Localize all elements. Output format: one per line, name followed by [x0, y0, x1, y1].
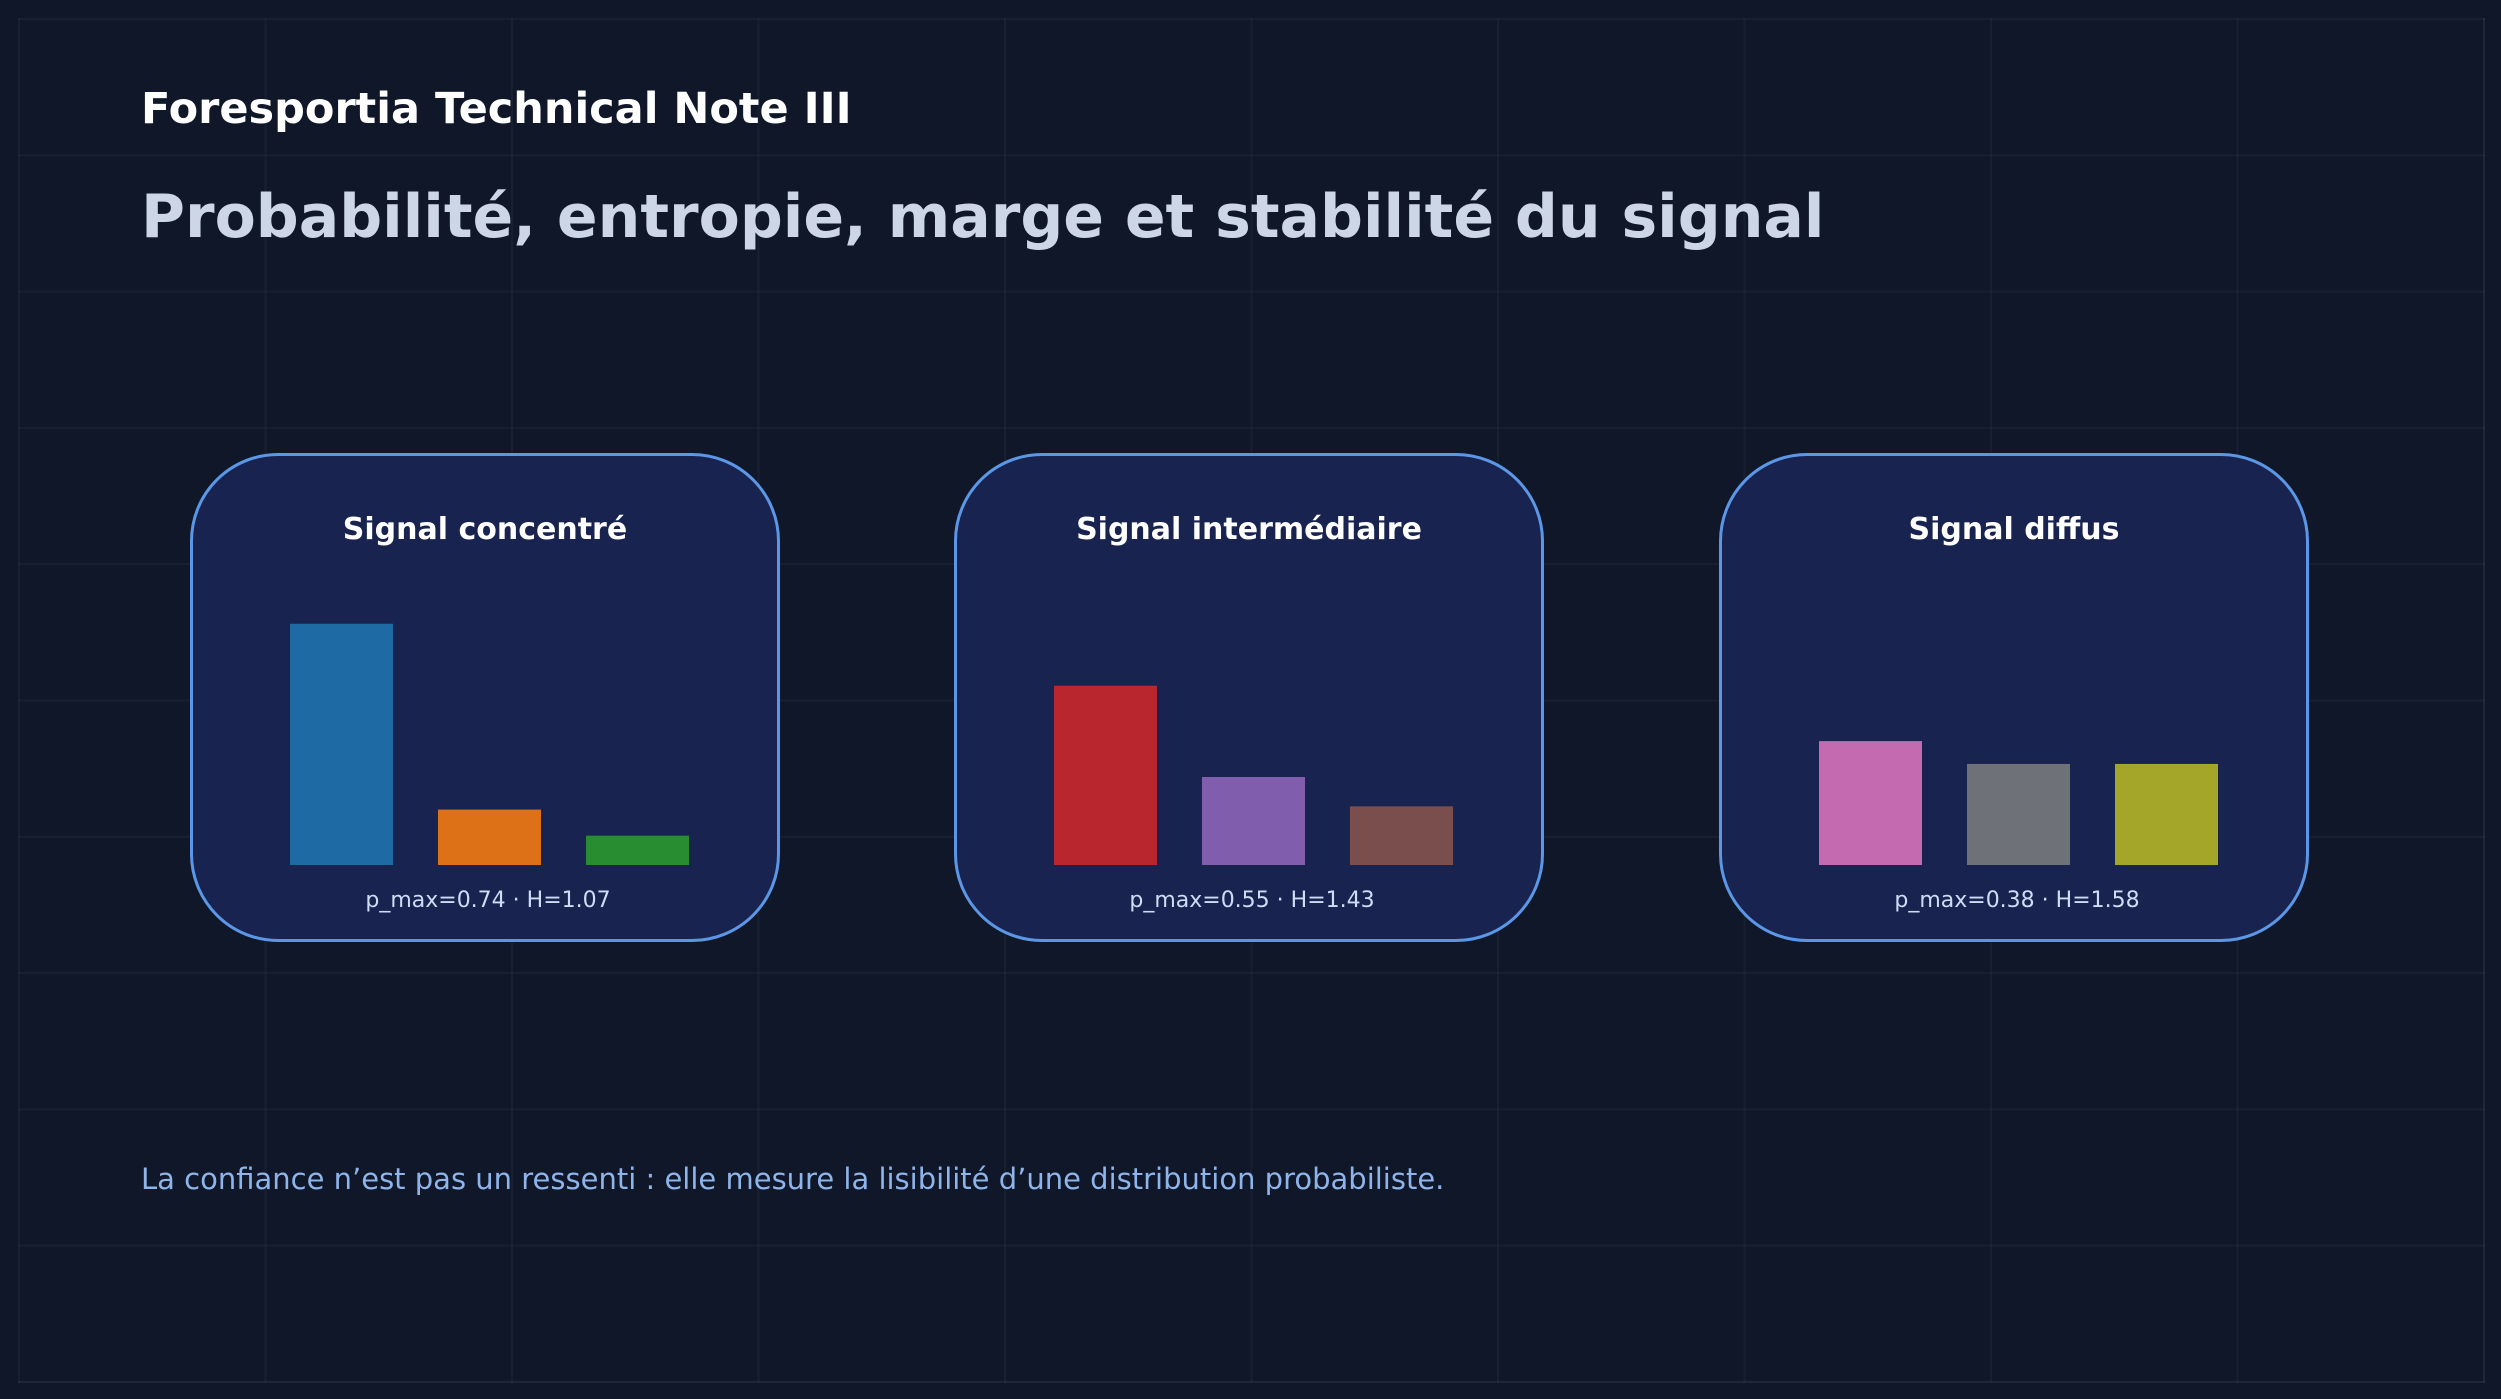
bar-1: [1819, 741, 1922, 865]
bar-2: [1967, 763, 2070, 865]
panel-title: Signal concentré: [342, 512, 628, 547]
panel-signal-concentre: Signal concentré p_max=0.74 · H=1.07: [190, 453, 780, 942]
bar-1: [290, 623, 393, 865]
panel-signal-intermediaire: Signal intermédiaire p_max=0.55 · H=1.43: [954, 453, 1544, 942]
panel-stats: p_max=0.74 · H=1.07: [365, 888, 610, 913]
bar-chart-diffus: p_max=0.38 · H=1.58: [1819, 741, 2218, 913]
bar-chart-intermediaire: p_max=0.55 · H=1.43: [1054, 685, 1453, 913]
page-subtitle: Probabilité, entropie, marge et stabilit…: [141, 182, 1825, 252]
bar-1: [1054, 685, 1157, 865]
panel-title: Signal diffus: [1908, 512, 2120, 547]
panel-stats: p_max=0.38 · H=1.58: [1894, 888, 2139, 913]
bar-2: [1202, 776, 1305, 865]
bar-3: [2115, 763, 2218, 865]
bar-2: [438, 809, 541, 865]
panel-signal-diffus: Signal diffus p_max=0.38 · H=1.58: [1719, 453, 2309, 942]
footer-note: La confiance n’est pas un ressenti : ell…: [141, 1162, 1445, 1196]
bar-chart-concentre: p_max=0.74 · H=1.07: [290, 623, 689, 913]
bar-3: [1350, 806, 1453, 865]
panel-stats: p_max=0.55 · H=1.43: [1129, 888, 1374, 913]
panel-title: Signal intermédiaire: [1076, 512, 1422, 547]
page-title: Foresportia Technical Note III: [141, 84, 852, 134]
bar-3: [586, 835, 689, 865]
